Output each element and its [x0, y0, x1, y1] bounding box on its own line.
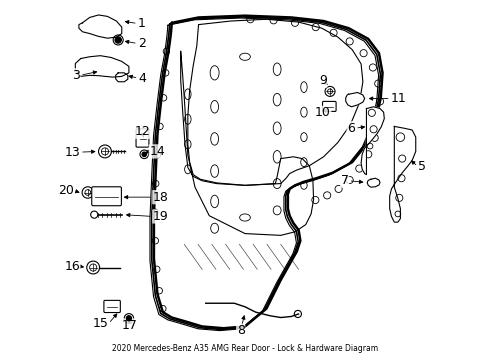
Text: 10: 10 [315, 106, 331, 120]
Circle shape [327, 89, 333, 94]
Text: 9: 9 [319, 74, 327, 87]
Text: 6: 6 [347, 122, 355, 135]
Circle shape [82, 187, 94, 198]
FancyBboxPatch shape [104, 300, 121, 312]
Circle shape [124, 314, 134, 323]
FancyBboxPatch shape [322, 102, 336, 111]
Circle shape [85, 190, 91, 195]
Polygon shape [346, 93, 365, 107]
Text: 3: 3 [72, 69, 80, 82]
Circle shape [140, 150, 148, 158]
Circle shape [325, 86, 335, 96]
Text: 19: 19 [153, 210, 169, 223]
FancyBboxPatch shape [136, 129, 149, 147]
FancyBboxPatch shape [92, 187, 122, 206]
Circle shape [91, 211, 98, 218]
Text: 7: 7 [341, 174, 348, 187]
Polygon shape [390, 126, 416, 222]
Circle shape [126, 316, 131, 321]
Polygon shape [79, 15, 122, 38]
Circle shape [142, 152, 147, 157]
Text: 15: 15 [93, 317, 109, 330]
Text: 14: 14 [149, 145, 165, 158]
Text: 11: 11 [391, 92, 407, 105]
Text: 17: 17 [122, 319, 138, 332]
Text: 20: 20 [58, 184, 74, 197]
Text: 5: 5 [418, 160, 426, 173]
Circle shape [87, 261, 99, 274]
Text: 12: 12 [135, 125, 150, 138]
Text: 18: 18 [153, 191, 169, 204]
Polygon shape [75, 56, 129, 77]
Text: 8: 8 [237, 324, 245, 337]
Text: 2020 Mercedes-Benz A35 AMG Rear Door - Lock & Hardware Diagram: 2020 Mercedes-Benz A35 AMG Rear Door - L… [112, 344, 378, 353]
Circle shape [115, 37, 122, 43]
Text: 1: 1 [138, 17, 146, 30]
Text: 4: 4 [139, 72, 147, 85]
Text: 16: 16 [64, 260, 80, 273]
Polygon shape [367, 178, 380, 187]
Circle shape [101, 148, 109, 155]
Polygon shape [361, 107, 384, 175]
Text: 13: 13 [64, 146, 80, 159]
Polygon shape [116, 73, 128, 82]
Circle shape [90, 264, 97, 271]
Circle shape [98, 145, 111, 158]
Text: 2: 2 [138, 37, 146, 50]
